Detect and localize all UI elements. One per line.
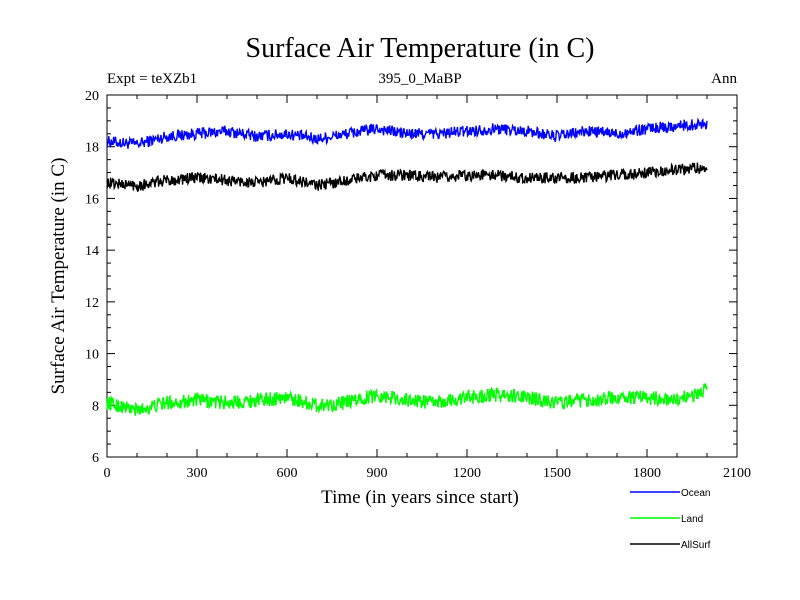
data-series: [106, 117, 708, 416]
legend-label-land: Land: [681, 514, 703, 525]
series-line-ocean: [106, 117, 708, 149]
x-tick-label: 2100: [723, 466, 751, 481]
x-tick-label: 300: [187, 466, 208, 481]
x-tick-label: 600: [277, 466, 298, 481]
y-tick-label: 20: [85, 89, 99, 104]
y-tick-label: 16: [85, 192, 99, 207]
axis-tick-labels: 0 300 600 900 1200 1500 1800 2100 6 8 10 12 14 16 18 20: [85, 89, 751, 481]
chart-title: Surface Air Temperature (in C): [246, 33, 595, 64]
x-tick-label: 0: [104, 466, 111, 481]
x-tick-label: 900: [367, 466, 388, 481]
y-axis-label: Surface Air Temperature (in C): [48, 158, 69, 395]
plot-frame: [106, 94, 738, 458]
y-tick-label: 18: [85, 141, 99, 156]
x-axis-label: Time (in years since start): [321, 487, 519, 508]
experiment-label: Expt = teXZb1: [107, 71, 197, 87]
y-tick-label: 6: [92, 451, 99, 466]
y-tick-label: 12: [85, 296, 99, 311]
legend: Ocean Land AllSurf: [630, 488, 711, 551]
axis-ticks: [106, 94, 738, 458]
x-tick-label: 1800: [633, 466, 661, 481]
period-label: 395_0_MaBP: [378, 71, 461, 87]
legend-label-ocean: Ocean: [681, 488, 710, 499]
series-line-allsurf: [106, 162, 708, 193]
x-tick-label: 1500: [543, 466, 571, 481]
series-line-land: [106, 383, 708, 416]
legend-label-allsurf: AllSurf: [681, 540, 711, 551]
y-tick-label: 14: [85, 244, 99, 259]
y-tick-label: 8: [92, 399, 99, 414]
x-tick-label: 1200: [453, 466, 481, 481]
season-label: Ann: [711, 71, 737, 87]
y-tick-label: 10: [85, 348, 99, 363]
